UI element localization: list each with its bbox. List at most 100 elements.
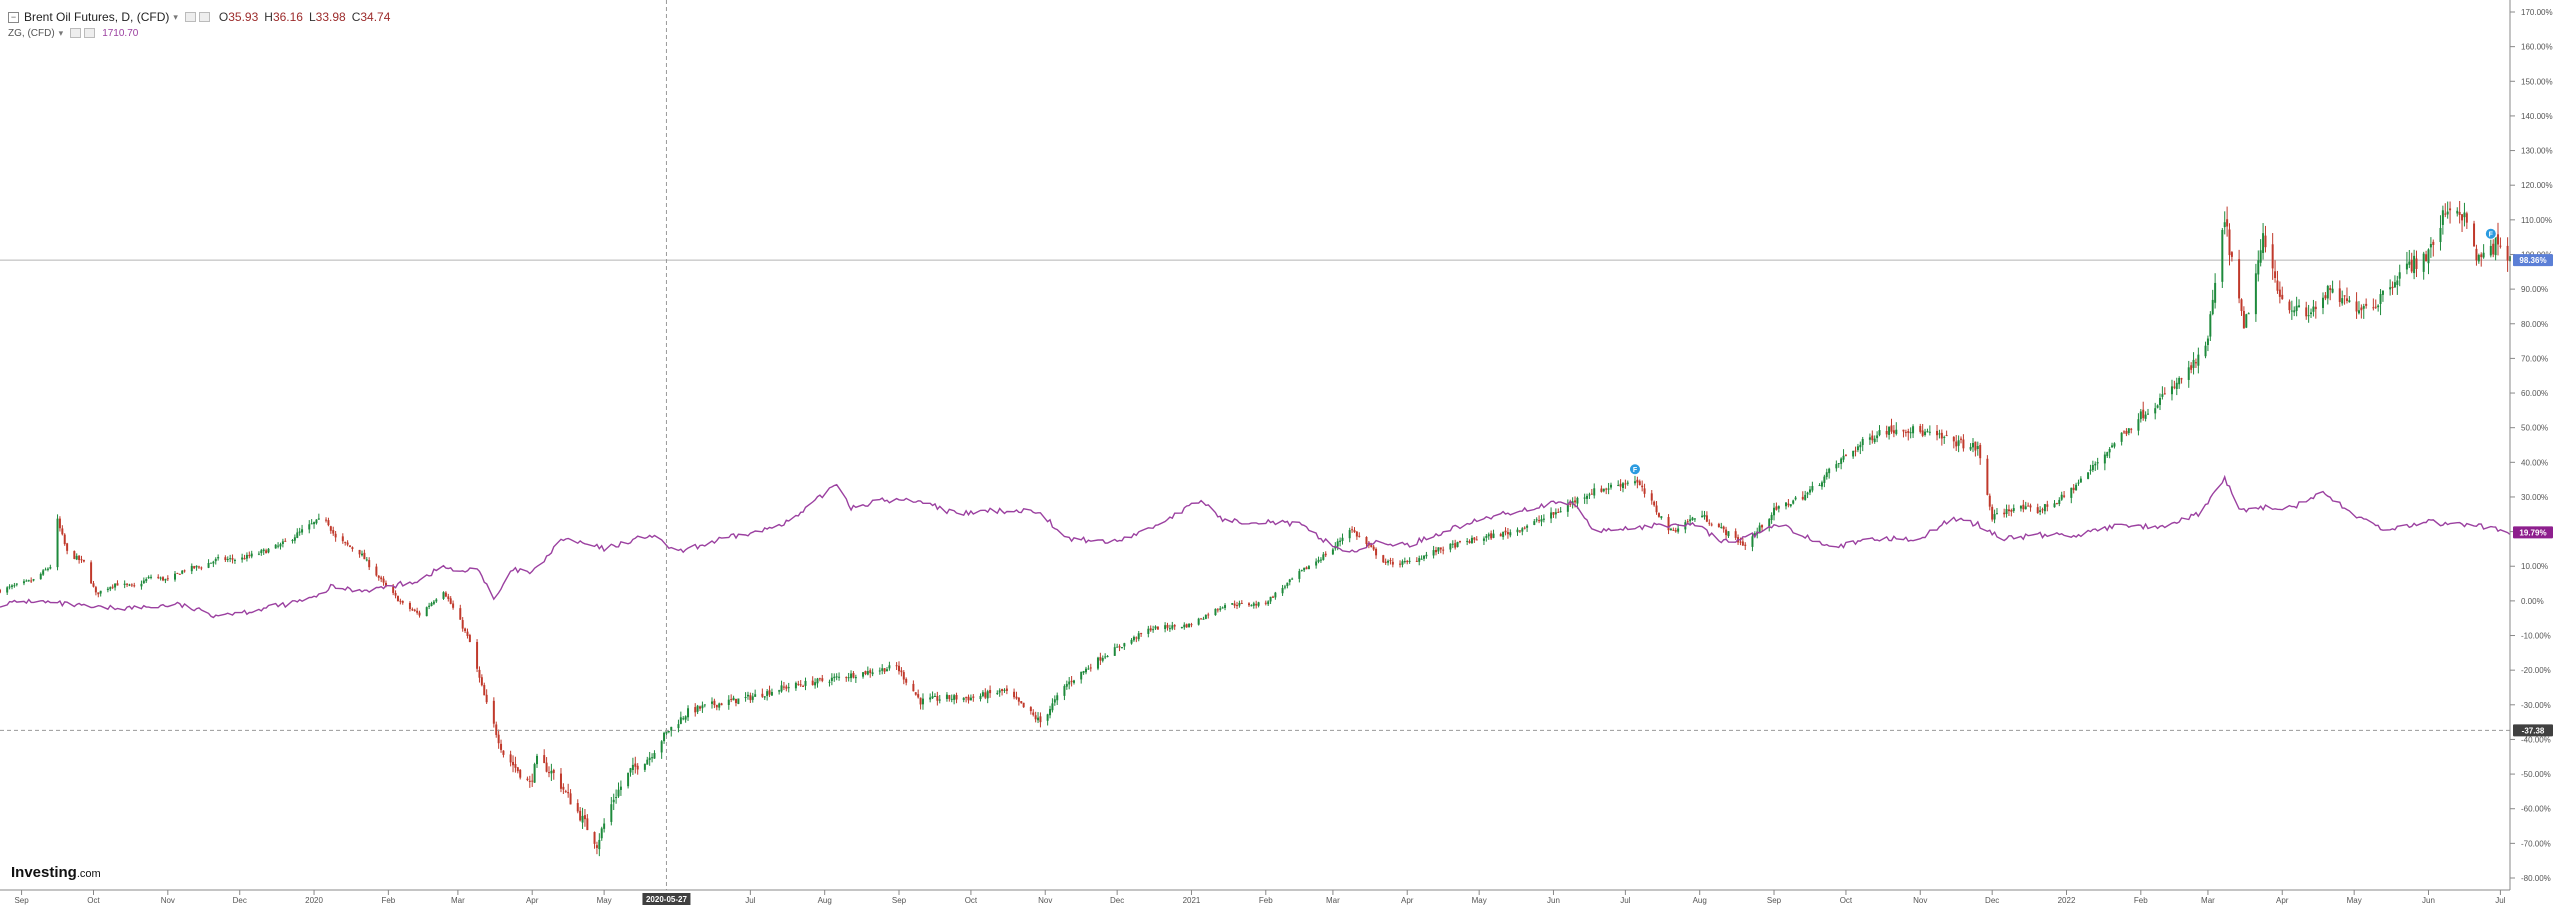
candle-body bbox=[42, 570, 45, 575]
candle-body bbox=[2410, 259, 2413, 272]
candle-body bbox=[845, 677, 848, 679]
y-tick-label: -30.00% bbox=[2521, 701, 2551, 710]
candle-body bbox=[1408, 560, 1411, 562]
candle-body bbox=[2238, 259, 2241, 299]
candle-body bbox=[1722, 526, 1725, 530]
candle-body bbox=[2348, 300, 2351, 303]
candle-body bbox=[866, 671, 869, 675]
high-label: H bbox=[264, 10, 273, 24]
candle-body bbox=[332, 530, 335, 534]
candle-body bbox=[617, 789, 620, 797]
candle-body bbox=[22, 581, 25, 584]
candle-body bbox=[1353, 530, 1356, 533]
y-tick-label: 160.00% bbox=[2521, 43, 2553, 52]
candle-body bbox=[1988, 495, 1991, 507]
candle-body bbox=[1667, 517, 1670, 531]
candle-body bbox=[1521, 528, 1524, 532]
candle-body bbox=[780, 685, 783, 692]
candle-body bbox=[514, 764, 517, 768]
candle-body bbox=[1147, 628, 1150, 634]
candle-body bbox=[32, 579, 35, 581]
candle-body bbox=[1559, 511, 1562, 513]
candle-body bbox=[1969, 446, 1972, 450]
candle-body bbox=[2413, 255, 2416, 274]
candle-body bbox=[1032, 712, 1035, 715]
candle-body bbox=[2379, 294, 2382, 304]
candle-body bbox=[1248, 603, 1251, 606]
candle-body bbox=[1792, 500, 1795, 504]
candle-body bbox=[593, 832, 596, 844]
candle-body bbox=[1902, 429, 1905, 432]
chevron-down-icon[interactable]: ▾ bbox=[173, 11, 178, 22]
candle-body bbox=[871, 672, 874, 675]
visibility-box-icon[interactable] bbox=[84, 28, 96, 38]
candle-body bbox=[1526, 525, 1529, 528]
candle-body bbox=[1120, 647, 1123, 649]
candle-body bbox=[245, 554, 248, 559]
candle-body bbox=[1149, 628, 1152, 631]
settings-box-icon[interactable] bbox=[184, 12, 196, 22]
candle-body bbox=[1130, 639, 1133, 644]
candle-body bbox=[2005, 509, 2008, 514]
candle-body bbox=[643, 763, 646, 770]
candle-body bbox=[1068, 681, 1071, 685]
candle-body bbox=[1650, 493, 1653, 501]
candle-body bbox=[61, 528, 64, 535]
candle-body bbox=[1633, 481, 1636, 484]
candle-body bbox=[1473, 537, 1476, 540]
candle-body bbox=[1693, 518, 1696, 520]
candle-body bbox=[2178, 377, 2181, 385]
candle-body bbox=[1535, 519, 1538, 521]
investing-logo[interactable]: Investing.com bbox=[11, 864, 101, 882]
candle-body bbox=[1104, 656, 1107, 658]
candle-body bbox=[718, 703, 721, 708]
candle-body bbox=[984, 692, 987, 698]
candle-body bbox=[1166, 624, 1169, 628]
candle-body bbox=[1365, 536, 1368, 545]
candle-body bbox=[1550, 512, 1553, 519]
candle-body bbox=[396, 596, 399, 602]
candle-body bbox=[2314, 306, 2317, 310]
candle-body bbox=[1873, 438, 1876, 442]
candle-body bbox=[1113, 647, 1116, 656]
candle-body bbox=[2432, 241, 2435, 245]
candle-body bbox=[2096, 462, 2099, 464]
candle-body bbox=[1123, 643, 1126, 647]
candle-body bbox=[931, 696, 934, 699]
candle-body bbox=[545, 762, 548, 772]
candle-body bbox=[1173, 625, 1176, 627]
visibility-box-icon[interactable] bbox=[198, 12, 210, 22]
candle-body bbox=[1214, 608, 1217, 616]
candle-body bbox=[2293, 310, 2296, 313]
candle-body bbox=[1518, 530, 1521, 532]
candle-body bbox=[360, 553, 363, 556]
gold-series-title[interactable]: ZG, (CFD) bbox=[8, 27, 55, 39]
candle-body bbox=[883, 668, 886, 672]
candle-body bbox=[2480, 254, 2483, 258]
candle-body bbox=[1516, 529, 1519, 533]
candle-body bbox=[1022, 702, 1025, 708]
candle-body bbox=[1506, 532, 1509, 535]
candle-body bbox=[226, 558, 229, 560]
chevron-down-icon[interactable]: ▾ bbox=[58, 27, 64, 38]
collapse-legend-button[interactable]: − bbox=[8, 11, 19, 23]
logo-main-text: Investing bbox=[11, 864, 77, 881]
candle-body bbox=[567, 792, 570, 794]
settings-box-icon[interactable] bbox=[70, 28, 82, 38]
candle-body bbox=[207, 563, 210, 568]
candle-body bbox=[2441, 210, 2444, 225]
candle-body bbox=[90, 562, 93, 584]
candle-body bbox=[1794, 497, 1797, 500]
brent-series-title[interactable]: Brent Oil Futures, D, (CFD) bbox=[24, 10, 170, 24]
candle-body bbox=[1806, 492, 1809, 495]
candle-body bbox=[75, 555, 78, 560]
candle-body bbox=[1202, 618, 1205, 620]
candle-body bbox=[1039, 716, 1042, 723]
candle-body bbox=[1583, 497, 1586, 499]
x-tick-label: May bbox=[1472, 896, 1487, 905]
candle-body bbox=[1624, 483, 1627, 485]
candle-body bbox=[1231, 603, 1234, 605]
candle-body bbox=[1118, 646, 1121, 648]
candle-body bbox=[938, 699, 941, 701]
